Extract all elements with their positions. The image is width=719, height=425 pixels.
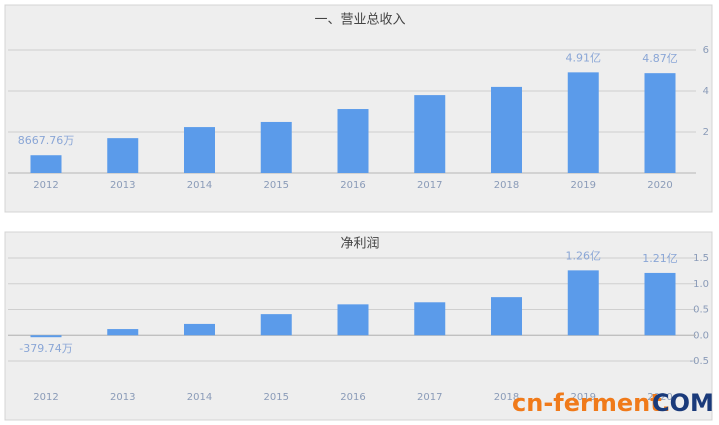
y-tick-label: 1.5 xyxy=(693,253,709,264)
bar xyxy=(491,86,522,173)
bar xyxy=(107,329,139,336)
y-tick-label: 2 xyxy=(703,127,709,138)
chart-title: 净利润 xyxy=(340,237,379,252)
x-tick-label: 2016 xyxy=(340,392,365,403)
x-tick-label: 2018 xyxy=(494,392,519,403)
bar xyxy=(107,138,139,173)
x-tick-label: 2018 xyxy=(494,180,519,191)
x-tick-label: 2019 xyxy=(571,392,596,403)
x-tick-label: 2015 xyxy=(264,180,289,191)
value-label: 8667.76万 xyxy=(18,134,75,147)
x-tick-label: 2015 xyxy=(264,392,289,403)
x-tick-label: 2017 xyxy=(417,180,442,191)
y-tick-label: 0.5 xyxy=(693,305,709,316)
bar xyxy=(30,335,62,338)
bar xyxy=(337,304,369,336)
x-tick-label: 2013 xyxy=(110,392,135,403)
bar xyxy=(260,121,292,173)
value-label: 4.87亿 xyxy=(642,52,678,65)
watermark: cn-ferment. xyxy=(512,389,671,417)
bar xyxy=(414,302,446,336)
value-label: -379.74万 xyxy=(19,342,72,355)
value-label: 1.21亿 xyxy=(642,252,678,265)
x-tick-label: 2014 xyxy=(187,180,212,191)
bar xyxy=(414,95,446,173)
bar xyxy=(491,297,522,336)
x-tick-label: 2020 xyxy=(647,180,672,191)
bar xyxy=(567,72,599,173)
y-tick-label: 4 xyxy=(703,86,709,97)
y-tick-label: 6 xyxy=(703,45,709,56)
bar xyxy=(184,127,215,173)
y-tick-label: 0.0 xyxy=(693,330,709,341)
bar xyxy=(30,155,62,173)
bar xyxy=(644,272,676,336)
bar xyxy=(184,323,215,336)
y-tick-label: 1.0 xyxy=(693,279,709,290)
value-label: 1.26亿 xyxy=(566,249,602,262)
x-tick-label: 2012 xyxy=(33,180,58,191)
bar xyxy=(260,314,292,336)
bar xyxy=(644,73,676,173)
x-tick-label: 2017 xyxy=(417,392,442,403)
x-tick-label: 2013 xyxy=(110,180,135,191)
bar xyxy=(337,109,369,173)
x-tick-label: 2014 xyxy=(187,392,212,403)
chart-title: 一、营业总收入 xyxy=(314,13,405,28)
x-tick-label: 2016 xyxy=(340,180,365,191)
watermark: COM xyxy=(652,389,714,417)
y-tick-label: -0.5 xyxy=(689,356,709,367)
x-tick-label: 2020 xyxy=(647,392,672,403)
value-label: 4.91亿 xyxy=(566,51,602,64)
bar xyxy=(567,270,599,336)
x-tick-label: 2019 xyxy=(571,180,596,191)
x-tick-label: 2012 xyxy=(33,392,58,403)
